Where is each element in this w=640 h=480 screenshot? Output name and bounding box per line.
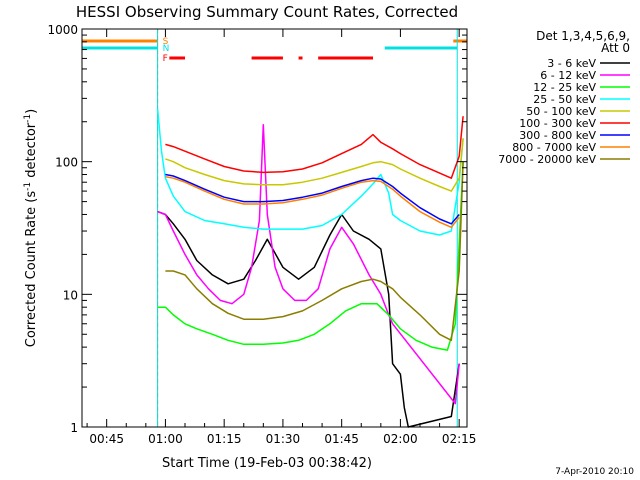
legend-label: 7000 - 20000 keV	[498, 153, 596, 166]
series-line-5	[165, 116, 464, 179]
y-axis-label-mid: detector	[24, 122, 39, 182]
legend-label: 800 - 7000 keV	[512, 141, 596, 154]
series-line-6	[165, 173, 460, 225]
x-axis-label: Start Time (19-Feb-03 00:38:42)	[162, 456, 372, 471]
legend-label: 25 - 50 keV	[533, 93, 596, 106]
legend-label: 100 - 300 keV	[519, 117, 596, 130]
flag-label-n: N	[163, 44, 170, 54]
x-axis: 00:45 01:00 01:15 01:30 01:45 02:00 02:15	[86, 29, 477, 446]
x-tick-label: 01:00	[148, 432, 183, 446]
y-axis-label-sup2: -1	[23, 114, 33, 123]
series-line-0	[157, 210, 460, 428]
plot-frame	[81, 28, 468, 428]
x-tick-label: 01:15	[207, 432, 242, 446]
chart-title: HESSI Observing Summary Count Rates, Cor…	[76, 3, 458, 21]
legend-label: 6 - 12 keV	[540, 69, 596, 82]
y-tick-label: 100	[55, 156, 78, 170]
y-tick-label: 1	[70, 421, 78, 435]
x-tick-label: 01:45	[324, 432, 359, 446]
y-tick-label: 10	[63, 288, 78, 302]
series-line-1	[157, 123, 460, 405]
series-line-3	[156, 108, 464, 236]
flag-label-f: F	[163, 54, 168, 64]
flag-label-s: S	[163, 37, 169, 47]
series-line-4	[165, 138, 464, 192]
x-tick-label: 01:30	[266, 432, 301, 446]
x-tick-label: 02:15	[442, 432, 477, 446]
y-axis-label-end: )	[24, 109, 39, 114]
legend-label: 12 - 25 keV	[533, 81, 596, 94]
legend-label: 50 - 100 keV	[526, 105, 596, 118]
y-axis: 1 10 100 1000	[47, 23, 467, 435]
y-axis-label-main: Corrected Count Rate (s	[24, 191, 39, 348]
y-tick-label: 1000	[47, 23, 78, 37]
series-line-7	[165, 175, 460, 229]
footer-date: 7-Apr-2010 20:10	[555, 467, 634, 477]
legend-header-line1: Det 1,3,4,5,6,9,	[536, 29, 630, 43]
y-axis-label-sup1: -1	[23, 182, 33, 191]
x-tick-label: 00:45	[89, 432, 124, 446]
legend-label: 3 - 6 keV	[547, 57, 596, 70]
series-group	[156, 108, 464, 428]
series-line-8	[165, 161, 464, 342]
y-axis-label: Corrected Count Rate (s-1 detector-1)	[23, 109, 39, 347]
legend-header-line2: Att 0	[601, 41, 630, 55]
x-tick-label: 02:00	[383, 432, 418, 446]
legend-label: 300 - 800 keV	[519, 129, 596, 142]
flag-indicators: SNF	[82, 29, 468, 427]
series-line-2	[157, 161, 464, 351]
